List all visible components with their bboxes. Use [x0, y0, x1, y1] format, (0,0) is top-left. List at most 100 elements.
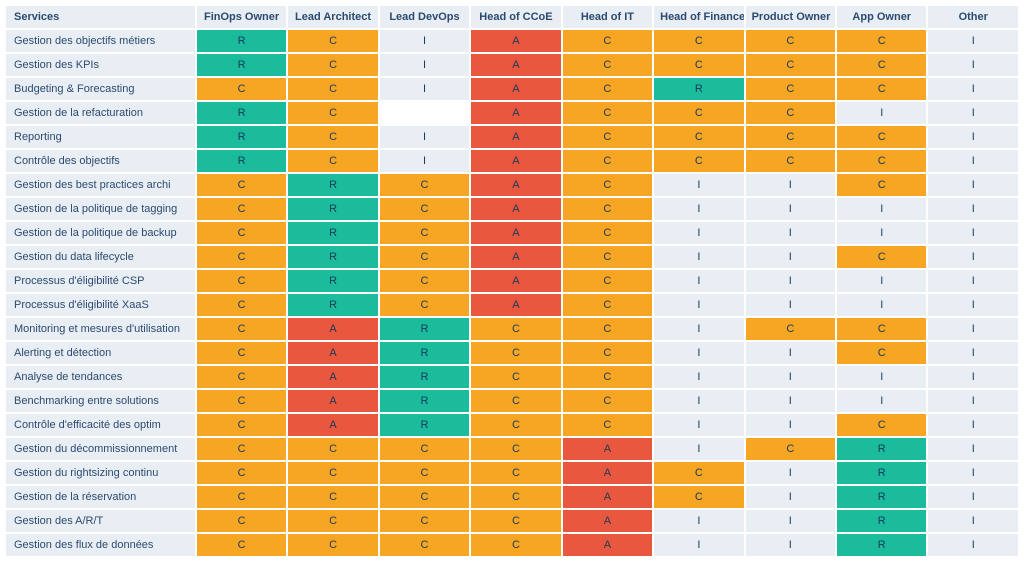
raci-cell: I — [654, 318, 743, 340]
raci-cell: C — [197, 246, 286, 268]
raci-cell: R — [197, 126, 286, 148]
table-row: Gestion des A/R/TCCCCAIIRI — [6, 510, 1018, 532]
table-row: Processus d'éligibilité XaaSCRCACIIII — [6, 294, 1018, 316]
raci-cell: C — [471, 390, 560, 412]
raci-cell: C — [471, 462, 560, 484]
col-header-services: Services — [6, 6, 195, 28]
col-header-other: Other — [928, 6, 1018, 28]
raci-cell: A — [471, 198, 560, 220]
raci-cell: C — [563, 270, 652, 292]
raci-cell: C — [654, 150, 743, 172]
raci-cell: A — [471, 294, 560, 316]
service-name: Contrôle d'efficacité des optim — [6, 414, 195, 436]
raci-cell: I — [654, 414, 743, 436]
raci-cell: I — [746, 222, 835, 244]
col-header-head-of-finance: Head of Finance — [654, 6, 743, 28]
table-row: Gestion des best practices archiCRCACIIC… — [6, 174, 1018, 196]
raci-cell: C — [563, 222, 652, 244]
raci-cell: I — [746, 198, 835, 220]
table-row: Analyse de tendancesCARCCIIII — [6, 366, 1018, 388]
raci-cell: C — [471, 342, 560, 364]
raci-cell: C — [471, 534, 560, 556]
raci-cell: I — [380, 150, 469, 172]
raci-cell: I — [746, 462, 835, 484]
raci-cell: I — [654, 270, 743, 292]
raci-cell: I — [654, 198, 743, 220]
table-row: Gestion de la politique de taggingCRCACI… — [6, 198, 1018, 220]
raci-cell: I — [746, 246, 835, 268]
raci-cell: A — [288, 342, 377, 364]
raci-cell: I — [928, 534, 1018, 556]
raci-cell: R — [288, 246, 377, 268]
service-name: Reporting — [6, 126, 195, 148]
table-row: Gestion des flux de donnéesCCCCAIIRI — [6, 534, 1018, 556]
raci-cell: I — [746, 390, 835, 412]
raci-cell: R — [837, 486, 926, 508]
raci-cell: C — [197, 78, 286, 100]
raci-cell: I — [928, 246, 1018, 268]
raci-cell: R — [197, 54, 286, 76]
raci-cell: I — [746, 414, 835, 436]
raci-cell: C — [288, 510, 377, 532]
raci-cell: C — [746, 150, 835, 172]
raci-cell: I — [654, 342, 743, 364]
raci-cell: A — [471, 126, 560, 148]
raci-cell: A — [288, 414, 377, 436]
raci-cell: C — [837, 54, 926, 76]
raci-cell: C — [288, 102, 377, 124]
raci-matrix: Services FinOps Owner Lead Architect Lea… — [4, 4, 1020, 558]
raci-cell: C — [288, 150, 377, 172]
raci-cell: C — [197, 174, 286, 196]
col-header-head-of-it: Head of IT — [563, 6, 652, 28]
raci-cell: C — [288, 78, 377, 100]
raci-cell: C — [563, 390, 652, 412]
raci-cell: I — [746, 294, 835, 316]
raci-cell: C — [654, 54, 743, 76]
col-header-head-of-ccoe: Head of CCoE — [471, 6, 560, 28]
raci-cell: A — [563, 534, 652, 556]
service-name: Processus d'éligibilité XaaS — [6, 294, 195, 316]
service-name: Budgeting & Forecasting — [6, 78, 195, 100]
raci-cell: C — [197, 270, 286, 292]
raci-cell: C — [563, 54, 652, 76]
raci-cell: C — [654, 102, 743, 124]
raci-cell: C — [197, 342, 286, 364]
raci-cell: C — [471, 510, 560, 532]
table-row: Contrôle des objectifsRCIACCCCI — [6, 150, 1018, 172]
raci-cell: C — [288, 462, 377, 484]
raci-cell: I — [654, 174, 743, 196]
raci-cell: C — [471, 438, 560, 460]
raci-cell: I — [380, 54, 469, 76]
header-row: Services FinOps Owner Lead Architect Lea… — [6, 6, 1018, 28]
raci-cell: C — [746, 318, 835, 340]
raci-cell: R — [288, 174, 377, 196]
raci-cell: C — [288, 486, 377, 508]
raci-cell: A — [288, 390, 377, 412]
raci-cell: I — [928, 486, 1018, 508]
raci-cell: C — [563, 294, 652, 316]
raci-cell: C — [380, 486, 469, 508]
raci-cell: I — [928, 126, 1018, 148]
raci-cell: A — [471, 102, 560, 124]
raci-cell: I — [654, 294, 743, 316]
raci-cell: I — [928, 462, 1018, 484]
raci-cell: C — [746, 30, 835, 52]
raci-cell: C — [746, 54, 835, 76]
service-name: Gestion du rightsizing continu — [6, 462, 195, 484]
raci-cell: C — [654, 462, 743, 484]
raci-cell: C — [654, 486, 743, 508]
col-header-product-owner: Product Owner — [746, 6, 835, 28]
raci-cell: C — [563, 342, 652, 364]
raci-cell: R — [380, 414, 469, 436]
service-name: Gestion du décommissionnement — [6, 438, 195, 460]
raci-cell: C — [837, 318, 926, 340]
raci-cell: A — [563, 510, 652, 532]
raci-cell: C — [563, 246, 652, 268]
table-row: Gestion des objectifs métiersRCIACCCCI — [6, 30, 1018, 52]
raci-cell: C — [837, 174, 926, 196]
table-row: Gestion de la politique de backupCRCACII… — [6, 222, 1018, 244]
service-name: Alerting et détection — [6, 342, 195, 364]
raci-cell: R — [288, 198, 377, 220]
raci-cell: C — [837, 78, 926, 100]
raci-cell: I — [928, 198, 1018, 220]
